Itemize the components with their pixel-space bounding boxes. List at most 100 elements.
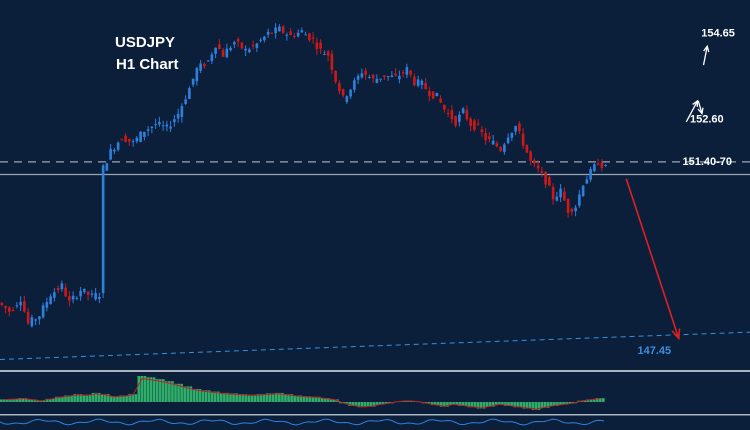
oscillator-bar — [9, 398, 12, 402]
candle-body — [229, 47, 232, 51]
oscillator-bar — [519, 402, 523, 408]
oscillator-bar — [369, 402, 373, 407]
candle-body — [214, 47, 217, 54]
oscillator-bar — [58, 396, 61, 402]
candle-body — [94, 293, 97, 300]
oscillator-bar — [308, 396, 312, 402]
oscillator-bar — [155, 379, 159, 402]
candle-body — [420, 80, 424, 86]
oscillator-bar — [556, 402, 559, 406]
oscillator-bar — [229, 393, 232, 402]
oscillator-bar — [305, 396, 309, 402]
oscillator-bar — [525, 402, 529, 409]
oscillator-bar — [440, 402, 443, 407]
oscillator-bar — [476, 402, 480, 409]
candle-body — [495, 143, 499, 147]
candle-body — [263, 36, 266, 41]
candle-body — [510, 132, 514, 138]
oscillator-bar — [357, 402, 361, 408]
oscillator-bar — [94, 392, 98, 402]
candle-body — [521, 133, 525, 146]
oscillator-bar — [91, 392, 95, 402]
candle-body — [529, 151, 532, 161]
candle-body — [323, 53, 326, 55]
candle-body — [56, 288, 60, 291]
oscillator-bar — [183, 386, 186, 402]
candle-body — [548, 177, 551, 186]
candle-body — [15, 305, 19, 307]
oscillator-bar — [482, 402, 486, 409]
oscillator-bar — [507, 402, 510, 406]
candle-body — [461, 108, 465, 114]
candle-body — [244, 48, 247, 51]
candle-body — [368, 77, 371, 79]
oscillator-bar — [210, 391, 214, 402]
oscillator-bar — [540, 402, 544, 408]
oscillator-bar — [287, 394, 290, 402]
candle-body — [424, 83, 427, 90]
candle-body — [551, 187, 555, 200]
candle-body — [570, 208, 574, 212]
candle-body — [518, 123, 521, 132]
oscillator-bar — [201, 390, 205, 402]
oscillator-bar — [339, 402, 342, 404]
oscillator-bar — [562, 402, 565, 405]
oscillator-bar — [198, 389, 202, 402]
candle-body — [499, 147, 502, 152]
oscillator-bar — [180, 383, 183, 402]
candle-body — [375, 78, 379, 83]
oscillator-bar — [45, 398, 49, 402]
panel-separator — [0, 370, 750, 372]
oscillator-bar — [333, 399, 336, 402]
oscillator-bar — [262, 394, 266, 402]
oscillator-bar — [388, 402, 391, 404]
oscillator-bar — [61, 396, 64, 402]
oscillator-bar — [320, 398, 324, 402]
candle-body — [180, 106, 184, 117]
oscillator-bar — [64, 395, 67, 402]
oscillator-bar — [348, 402, 351, 406]
candle-body — [0, 302, 4, 306]
candle-body — [278, 26, 281, 32]
oscillator-bar — [97, 392, 101, 402]
candle-body — [443, 104, 446, 110]
oscillator-bar — [372, 402, 376, 407]
candle-body — [188, 88, 191, 99]
candle-body — [428, 91, 431, 97]
candle-body — [390, 75, 394, 77]
candle-body — [300, 30, 304, 33]
oscillator-bar — [253, 394, 257, 402]
candle-body — [206, 60, 210, 62]
candle-body — [574, 207, 577, 212]
candle-body — [105, 163, 109, 171]
candle-body — [593, 164, 596, 172]
candle-body — [139, 131, 142, 142]
candle-body — [413, 76, 416, 86]
forecast-arrowhead — [671, 328, 681, 341]
oscillator-bar — [314, 396, 318, 402]
oscillator-bar — [168, 381, 171, 402]
support-trendline — [0, 331, 750, 360]
oscillator-bar — [601, 398, 605, 402]
candle-body — [371, 74, 375, 79]
candle-body — [83, 288, 86, 292]
candle-body — [116, 142, 120, 150]
candle-body — [98, 296, 101, 299]
candle-body — [544, 171, 547, 185]
candle-body — [416, 79, 420, 86]
oscillator-bar — [473, 402, 477, 408]
oscillator-bar — [116, 396, 119, 402]
candle-body — [604, 164, 607, 166]
oscillator-bar — [67, 395, 70, 402]
oscillator-bar — [158, 379, 162, 402]
candle-body — [266, 31, 270, 35]
oscillator-bar — [241, 394, 245, 402]
oscillator-bar — [455, 402, 458, 405]
candle-body — [536, 165, 540, 169]
candle-body — [293, 36, 296, 38]
forecast-arrow — [625, 178, 680, 339]
oscillator-bar — [326, 398, 330, 402]
candle-body — [503, 144, 506, 152]
candle-body — [555, 196, 559, 201]
candle-body — [79, 290, 82, 297]
